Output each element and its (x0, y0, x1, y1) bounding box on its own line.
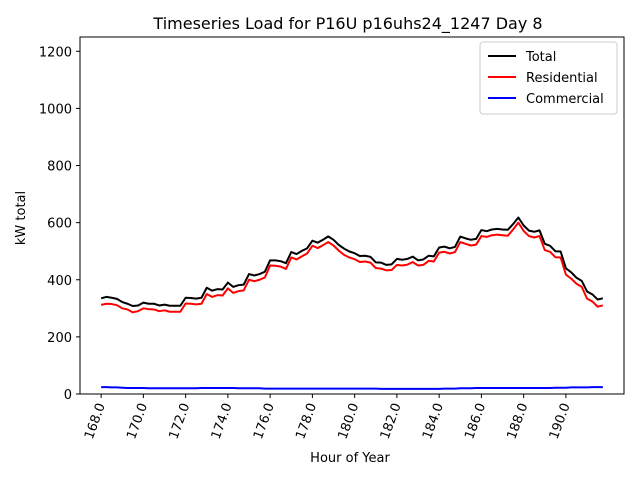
y-tick-label: 1200 (39, 45, 72, 60)
plot-frame (79, 36, 625, 395)
y-axis-title: kW total (14, 191, 29, 245)
legend-label-commercial: Commercial (526, 92, 604, 107)
y-tick-label: 1000 (39, 102, 72, 117)
series-line-commercial (101, 386, 603, 390)
y-tick-label: 800 (47, 160, 72, 175)
chart-title: Timeseries Load for P16U p16uhs24_1247 D… (152, 14, 542, 34)
y-axis: 0 200 400 600 800 1000 1200 (39, 45, 80, 403)
series-line-residential (100, 221, 604, 314)
y-tick-label: 0 (64, 388, 72, 403)
y-tick-label: 200 (47, 331, 72, 346)
series-line-total (100, 216, 604, 308)
legend-label-residential: Residential (526, 71, 598, 86)
x-axis-title: Hour of Year (310, 451, 390, 466)
legend: Total Residential Commercial (479, 41, 618, 115)
y-tick-label: 400 (47, 274, 72, 289)
plot-area (79, 36, 625, 395)
legend-box (479, 41, 618, 115)
legend-label-total: Total (525, 50, 556, 65)
y-tick-label: 600 (47, 217, 72, 232)
